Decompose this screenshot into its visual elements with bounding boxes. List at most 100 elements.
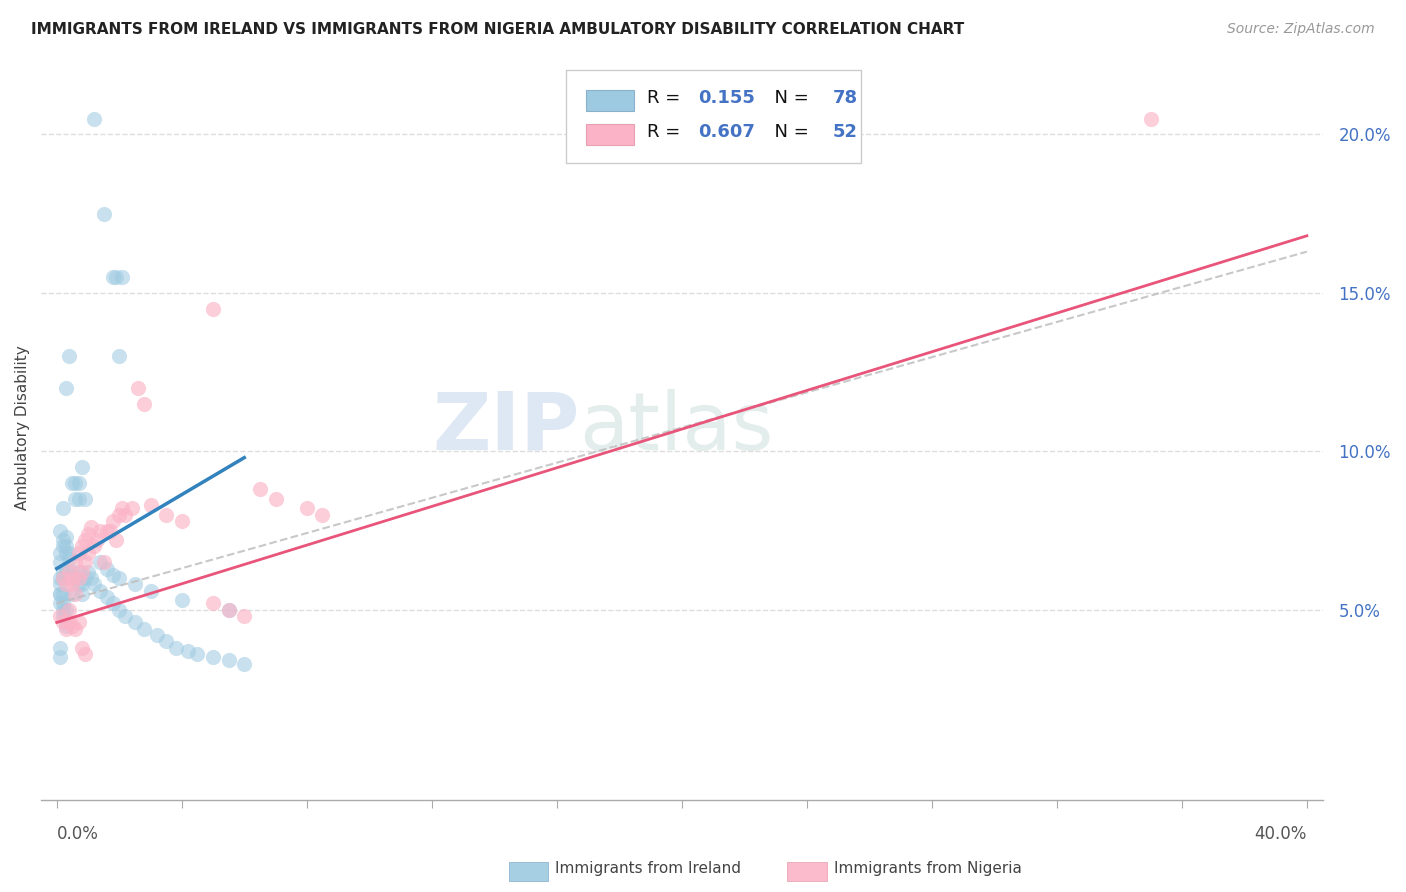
Point bbox=[170, 593, 193, 607]
Point bbox=[80, 520, 103, 534]
Point bbox=[49, 587, 72, 601]
Point bbox=[67, 475, 90, 490]
Point bbox=[52, 571, 75, 585]
Point bbox=[67, 577, 90, 591]
Point bbox=[145, 628, 167, 642]
Point bbox=[55, 540, 77, 554]
Point bbox=[177, 644, 200, 658]
Point bbox=[58, 565, 80, 579]
Point bbox=[49, 571, 72, 585]
Point bbox=[67, 615, 90, 630]
Point bbox=[52, 571, 75, 585]
Text: N =: N = bbox=[762, 123, 814, 141]
Text: R =: R = bbox=[647, 123, 686, 141]
Text: Source: ZipAtlas.com: Source: ZipAtlas.com bbox=[1227, 22, 1375, 37]
Point bbox=[121, 501, 143, 516]
Point bbox=[233, 657, 256, 671]
Point bbox=[60, 475, 83, 490]
Point bbox=[218, 603, 240, 617]
Point bbox=[55, 603, 77, 617]
Point bbox=[108, 508, 131, 522]
Point bbox=[170, 514, 193, 528]
Point bbox=[108, 603, 131, 617]
Point bbox=[96, 524, 118, 538]
Text: R =: R = bbox=[647, 89, 686, 107]
Point bbox=[49, 609, 72, 624]
Text: IMMIGRANTS FROM IRELAND VS IMMIGRANTS FROM NIGERIA AMBULATORY DISABILITY CORRELA: IMMIGRANTS FROM IRELAND VS IMMIGRANTS FR… bbox=[31, 22, 965, 37]
Text: ZIP: ZIP bbox=[432, 389, 579, 467]
Point bbox=[67, 565, 90, 579]
Text: 52: 52 bbox=[832, 123, 858, 141]
Point bbox=[93, 555, 115, 569]
Point bbox=[52, 540, 75, 554]
Point bbox=[101, 514, 124, 528]
Point bbox=[60, 565, 83, 579]
Point bbox=[114, 609, 136, 624]
Point bbox=[49, 546, 72, 560]
Point bbox=[73, 491, 96, 506]
Point bbox=[52, 597, 75, 611]
Point bbox=[77, 565, 100, 579]
Point bbox=[65, 587, 87, 601]
Point bbox=[101, 270, 124, 285]
Point bbox=[49, 524, 72, 538]
Point bbox=[73, 647, 96, 661]
Point bbox=[165, 640, 187, 655]
Point bbox=[218, 603, 240, 617]
Point bbox=[49, 650, 72, 665]
Point bbox=[86, 533, 108, 547]
Point bbox=[111, 270, 134, 285]
Point bbox=[60, 587, 83, 601]
FancyBboxPatch shape bbox=[586, 90, 634, 111]
Point bbox=[60, 571, 83, 585]
Point bbox=[65, 571, 87, 585]
Point bbox=[55, 546, 77, 560]
Point bbox=[52, 609, 75, 624]
Point bbox=[58, 571, 80, 585]
Point bbox=[108, 349, 131, 363]
Point bbox=[65, 571, 87, 585]
Point bbox=[108, 571, 131, 585]
Point bbox=[65, 491, 87, 506]
Point bbox=[155, 508, 177, 522]
Text: 0.607: 0.607 bbox=[699, 123, 755, 141]
Point bbox=[70, 565, 93, 579]
Text: 0.155: 0.155 bbox=[699, 89, 755, 107]
Point bbox=[73, 533, 96, 547]
Point bbox=[105, 270, 128, 285]
Text: 40.0%: 40.0% bbox=[1254, 825, 1308, 843]
Point bbox=[89, 583, 111, 598]
Point bbox=[52, 565, 75, 579]
Point bbox=[52, 615, 75, 630]
Text: Immigrants from Ireland: Immigrants from Ireland bbox=[555, 861, 741, 876]
Point bbox=[58, 615, 80, 630]
Point bbox=[49, 597, 72, 611]
Point bbox=[55, 381, 77, 395]
Point bbox=[55, 530, 77, 544]
Point bbox=[249, 483, 271, 497]
Point bbox=[65, 555, 87, 569]
Point bbox=[201, 597, 224, 611]
Point bbox=[201, 301, 224, 316]
Point bbox=[233, 609, 256, 624]
Point bbox=[201, 650, 224, 665]
Point bbox=[124, 615, 146, 630]
Point bbox=[77, 526, 100, 541]
Point bbox=[52, 587, 75, 601]
Point bbox=[83, 112, 105, 126]
Point bbox=[67, 571, 90, 585]
Point bbox=[52, 603, 75, 617]
Point bbox=[134, 397, 156, 411]
Point bbox=[70, 540, 93, 554]
Point bbox=[89, 555, 111, 569]
Point bbox=[65, 475, 87, 490]
Point bbox=[49, 587, 72, 601]
Point bbox=[60, 618, 83, 632]
Point bbox=[49, 577, 72, 591]
Point bbox=[155, 634, 177, 648]
Point bbox=[1139, 112, 1161, 126]
FancyBboxPatch shape bbox=[567, 70, 862, 163]
Point bbox=[101, 597, 124, 611]
Point bbox=[134, 622, 156, 636]
FancyBboxPatch shape bbox=[586, 124, 634, 145]
